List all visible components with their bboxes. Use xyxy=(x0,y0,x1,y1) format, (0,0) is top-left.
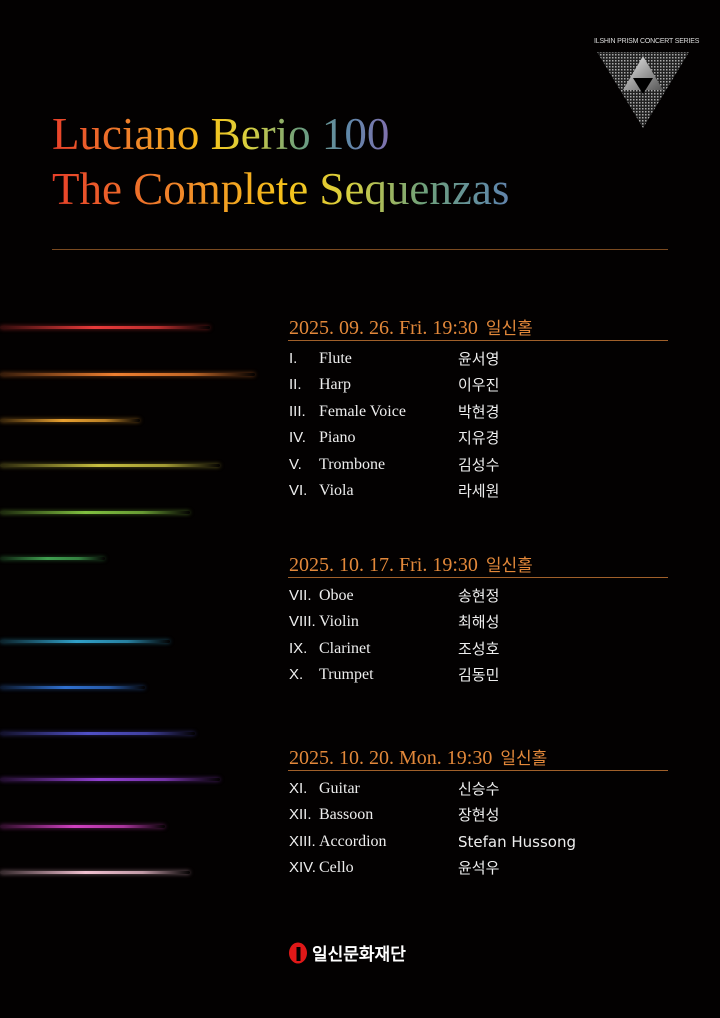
program-row: IV. Piano 지유경 xyxy=(288,425,668,451)
performer: 윤석우 xyxy=(458,859,500,878)
light-streak xyxy=(0,326,210,329)
program-row: IX. Clarinet 조성호 xyxy=(288,636,668,662)
performer: 김성수 xyxy=(458,455,500,474)
prism-triangle-icon xyxy=(597,52,689,128)
concert-section: 2025. 09. 26. Fri. 19:30 일신홀 I. Flute 윤서영 II.… xyxy=(288,314,668,504)
sequenza-number: VII. xyxy=(289,587,312,604)
program-row: II. Harp 이우진 xyxy=(288,372,668,398)
program-row: VI. Viola 라세원 xyxy=(288,478,668,504)
program-row: I. Flute 윤서영 xyxy=(288,346,668,372)
program-row: XIV. Cello 윤석우 xyxy=(288,855,668,881)
program-row: III. Female Voice 박현경 xyxy=(288,399,668,425)
sequenza-number: IV. xyxy=(289,429,306,447)
sequenza-number: XIII. xyxy=(289,832,316,850)
instrument: Oboe xyxy=(319,587,354,604)
concert-date: 2025. 10. 17. Fri. 19:30 xyxy=(289,554,478,576)
foundation-name: 일신문화재단 xyxy=(312,945,406,965)
instrument: Cello xyxy=(319,859,354,877)
performer: 최해성 xyxy=(458,613,500,632)
concert-date-header: 2025. 10. 20. Mon. 19:30 일신홀 xyxy=(288,744,668,771)
performer: 조성호 xyxy=(458,639,500,658)
performer: 김동민 xyxy=(458,666,500,685)
performer: 박현경 xyxy=(458,402,500,421)
instrument: Piano xyxy=(319,429,356,447)
program-row: V. Trombone 김성수 xyxy=(288,452,668,478)
sequenza-number: V. xyxy=(289,455,302,473)
title-line-2: The Complete Sequenzas xyxy=(52,167,670,212)
sequenza-number: XIV. xyxy=(289,859,316,877)
light-streak xyxy=(0,419,140,422)
sequenza-number: III. xyxy=(289,402,306,420)
light-streak xyxy=(0,464,220,467)
concert-date: 2025. 10. 20. Mon. 19:30 xyxy=(289,747,493,769)
concert-section: 2025. 10. 20. Mon. 19:30 일신홀 XI. Guitar 신승수 X… xyxy=(288,744,668,882)
sequenza-number: XII. xyxy=(289,806,312,824)
light-streak xyxy=(0,686,145,689)
sequenza-number: I. xyxy=(289,350,298,367)
performer: 라세원 xyxy=(458,481,500,500)
instrument: Accordion xyxy=(319,832,387,850)
light-streak xyxy=(0,825,165,828)
sequenza-number: IX. xyxy=(289,639,308,657)
program-row: XI. Guitar 신승수 xyxy=(288,776,668,802)
title-line-1: Luciano Berio 100 xyxy=(52,112,462,157)
sequenza-number: XI. xyxy=(289,780,308,797)
instrument: Guitar xyxy=(319,780,360,797)
concert-date-header: 2025. 10. 17. Fri. 19:30 일신홀 xyxy=(288,551,668,578)
foundation-logo: 일신문화재단 xyxy=(288,940,406,965)
concert-section: 2025. 10. 17. Fri. 19:30 일신홀 VII. Oboe 송현정 VI… xyxy=(288,551,668,689)
instrument: Violin xyxy=(319,613,359,631)
light-streak xyxy=(0,778,220,781)
performer: 장현성 xyxy=(458,806,500,825)
series-logo-text: ILSHIN PRISM CONCERT SERIES xyxy=(594,38,700,45)
instrument: Female Voice xyxy=(319,402,406,420)
instrument: Viola xyxy=(319,481,354,499)
performer: 송현정 xyxy=(458,587,500,605)
concert-venue: 일신홀 xyxy=(485,319,533,339)
program-row: VII. Oboe 송현정 xyxy=(288,583,668,609)
program-row: XIII. Accordion Stefan Hussong xyxy=(288,829,668,855)
light-streak xyxy=(0,732,195,735)
performer: 지유경 xyxy=(458,429,500,448)
instrument: Harp xyxy=(319,376,351,394)
sequenza-number: VI. xyxy=(289,481,308,499)
instrument: Bassoon xyxy=(319,806,374,824)
light-streak xyxy=(0,640,170,643)
program-row: VIII. Violin 최해성 xyxy=(288,609,668,635)
instrument: Clarinet xyxy=(319,639,371,657)
program-row: XII. Bassoon 장현성 xyxy=(288,802,668,828)
performer: 신승수 xyxy=(458,780,500,798)
program-row: X. Trumpet 김동민 xyxy=(288,662,668,688)
sequenza-number: X. xyxy=(289,666,304,684)
title-divider xyxy=(52,249,668,250)
sequenza-number: II. xyxy=(289,376,302,394)
performer: 윤서영 xyxy=(458,350,500,368)
light-streak xyxy=(0,557,105,560)
foundation-emblem-icon xyxy=(289,942,307,963)
instrument: Trumpet xyxy=(319,666,374,684)
concert-date: 2025. 09. 26. Fri. 19:30 xyxy=(289,317,478,339)
sequenza-number: VIII. xyxy=(289,613,316,631)
instrument: Flute xyxy=(319,350,352,367)
performer: Stefan Hussong xyxy=(458,832,577,851)
concert-venue: 일신홀 xyxy=(500,749,548,769)
light-streak xyxy=(0,871,190,874)
series-logo: ILSHIN PRISM CONCERT SERIES xyxy=(594,38,700,128)
performer: 이우진 xyxy=(458,376,500,395)
light-streak xyxy=(0,511,190,514)
instrument: Trombone xyxy=(319,455,386,473)
light-streak xyxy=(0,373,255,376)
concert-venue: 일신홀 xyxy=(485,556,533,576)
concert-date-header: 2025. 09. 26. Fri. 19:30 일신홀 xyxy=(288,314,668,341)
